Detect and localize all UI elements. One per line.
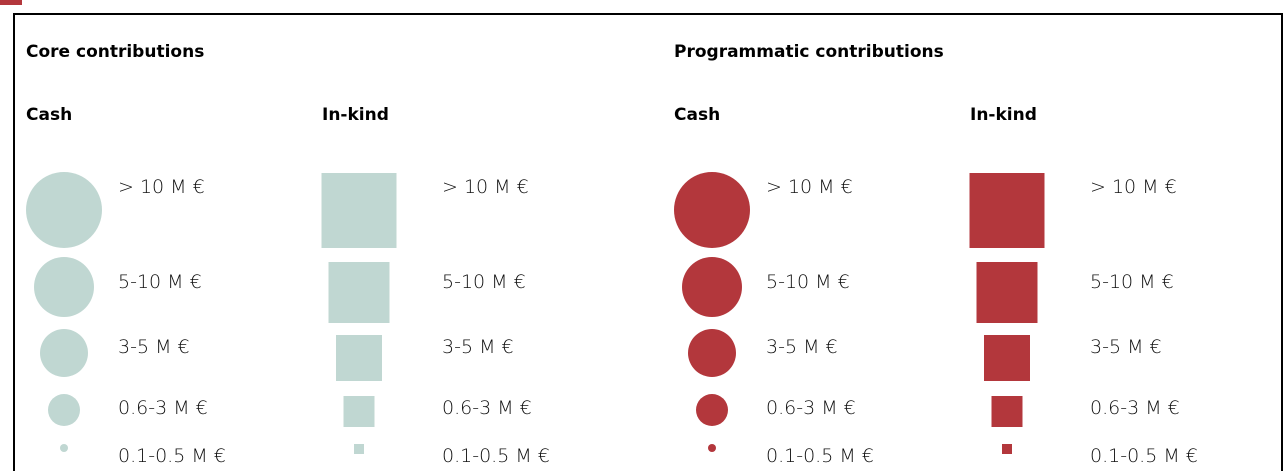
group-title: In-kind [322,105,389,125]
size-square [969,173,1045,248]
size-label: > 10 M € [442,176,529,198]
group-title: Cash [26,105,72,125]
size-circle [60,444,68,452]
size-label: 3-5 M € [766,336,838,358]
size-circle [696,394,728,426]
size-label: 3-5 M € [442,336,514,358]
size-circle [34,257,94,317]
section-title: Core contributions [26,42,204,62]
size-label: 0.6-3 M € [118,397,208,419]
size-label: 5-10 M € [1090,271,1174,293]
frame [13,13,1283,471]
size-label: 5-10 M € [766,271,850,293]
group-title: Cash [674,105,720,125]
size-label: 5-10 M € [118,271,202,293]
size-circle [682,257,742,317]
size-circle [708,444,716,452]
size-square [336,335,382,381]
size-label: 0.1-0.5 M € [766,445,874,467]
size-circle [48,394,80,426]
size-label: > 10 M € [1090,176,1177,198]
size-square [354,444,364,454]
size-label: 0.1-0.5 M € [118,445,226,467]
size-square [328,262,390,323]
size-circle [26,172,102,248]
size-square [991,396,1023,427]
red-corner [0,0,22,5]
size-square [321,173,397,248]
size-label: 0.6-3 M € [766,397,856,419]
size-label: 0.1-0.5 M € [1090,445,1198,467]
size-circle [674,172,750,248]
size-label: 0.6-3 M € [442,397,532,419]
size-label: 3-5 M € [118,336,190,358]
size-label: 0.6-3 M € [1090,397,1180,419]
size-square [984,335,1030,381]
size-square [1002,444,1012,454]
section-title: Programmatic contributions [674,42,944,62]
size-label: > 10 M € [766,176,853,198]
size-label: > 10 M € [118,176,205,198]
size-square [343,396,375,427]
size-label: 0.1-0.5 M € [442,445,550,467]
group-title: In-kind [970,105,1037,125]
size-circle [688,329,736,377]
size-square [976,262,1038,323]
size-circle [40,329,88,377]
size-label: 5-10 M € [442,271,526,293]
size-label: 3-5 M € [1090,336,1162,358]
